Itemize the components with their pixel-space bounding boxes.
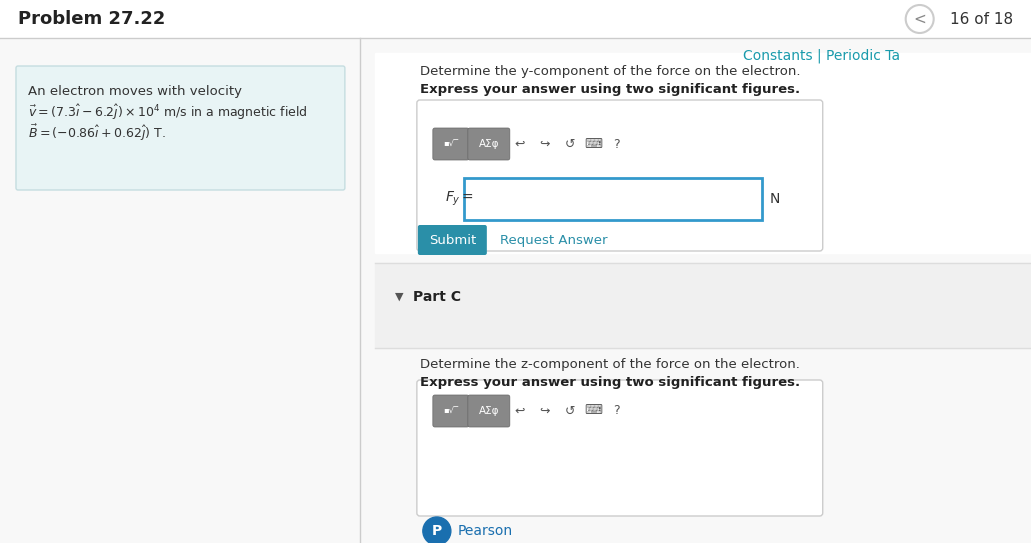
Text: Constants | Periodic Ta: Constants | Periodic Ta <box>742 49 900 63</box>
Text: ↩: ↩ <box>514 405 525 418</box>
Text: ⌨: ⌨ <box>584 405 602 418</box>
FancyBboxPatch shape <box>468 128 509 160</box>
Text: <: < <box>913 11 926 27</box>
Bar <box>0 0 1031 38</box>
Text: ↪: ↪ <box>539 405 551 418</box>
Text: Express your answer using two significant figures.: Express your answer using two significan… <box>420 83 800 96</box>
FancyBboxPatch shape <box>433 128 469 160</box>
Text: ↪: ↪ <box>539 137 551 150</box>
Circle shape <box>423 517 451 543</box>
Bar <box>375 53 1031 253</box>
Text: P: P <box>432 524 442 538</box>
Text: Submit: Submit <box>429 233 476 247</box>
Text: ⌨: ⌨ <box>584 137 602 150</box>
Circle shape <box>905 5 934 33</box>
Text: $F_y =$: $F_y =$ <box>444 190 474 208</box>
Bar <box>375 263 1031 348</box>
Text: ?: ? <box>613 405 620 418</box>
FancyBboxPatch shape <box>464 178 762 220</box>
Text: ↺: ↺ <box>565 137 575 150</box>
Text: ▪√‾: ▪√‾ <box>443 407 459 415</box>
Text: An electron moves with velocity: An electron moves with velocity <box>28 85 242 98</box>
Text: ▼: ▼ <box>395 292 403 302</box>
Text: $\vec{B} = (-0.86\hat{\imath} + 0.62\hat{\jmath})$ T.: $\vec{B} = (-0.86\hat{\imath} + 0.62\hat… <box>28 123 166 143</box>
FancyBboxPatch shape <box>468 395 509 427</box>
Text: ↺: ↺ <box>565 405 575 418</box>
Text: Part C: Part C <box>412 290 461 304</box>
Text: AΣφ: AΣφ <box>478 139 499 149</box>
Text: AΣφ: AΣφ <box>478 406 499 416</box>
Text: Request Answer: Request Answer <box>500 233 607 247</box>
Text: Determine the y-component of the force on the electron.: Determine the y-component of the force o… <box>420 65 800 78</box>
Text: $\vec{v} = (7.3\hat{\imath} - 6.2\hat{\jmath}) \times 10^4$ m/s in a magnetic fi: $\vec{v} = (7.3\hat{\imath} - 6.2\hat{\j… <box>28 103 307 122</box>
Text: 16 of 18: 16 of 18 <box>950 11 1012 27</box>
FancyBboxPatch shape <box>433 395 469 427</box>
Text: ?: ? <box>613 137 620 150</box>
Text: Problem 27.22: Problem 27.22 <box>18 10 165 28</box>
FancyBboxPatch shape <box>16 66 345 190</box>
Bar <box>0 0 1031 38</box>
FancyBboxPatch shape <box>418 225 487 255</box>
Text: Determine the z-component of the force on the electron.: Determine the z-component of the force o… <box>420 358 800 371</box>
Text: Express your answer using two significant figures.: Express your answer using two significan… <box>420 376 800 389</box>
Text: ▪√‾: ▪√‾ <box>443 140 459 148</box>
FancyBboxPatch shape <box>417 380 823 516</box>
FancyBboxPatch shape <box>417 100 823 251</box>
Text: Pearson: Pearson <box>458 524 513 538</box>
Text: ↩: ↩ <box>514 137 525 150</box>
Text: N: N <box>770 192 780 206</box>
